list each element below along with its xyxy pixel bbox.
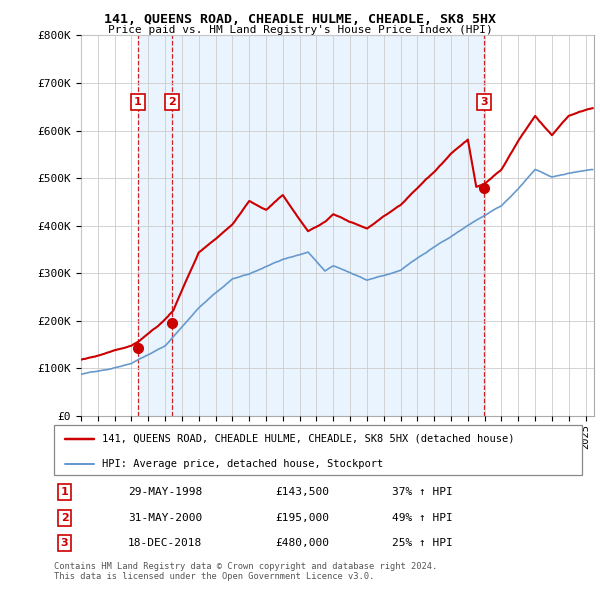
- Text: 37% ↑ HPI: 37% ↑ HPI: [392, 487, 452, 497]
- Text: £143,500: £143,500: [276, 487, 330, 497]
- Text: 141, QUEENS ROAD, CHEADLE HULME, CHEADLE, SK8 5HX: 141, QUEENS ROAD, CHEADLE HULME, CHEADLE…: [104, 13, 496, 26]
- Text: 2: 2: [61, 513, 68, 523]
- Text: 141, QUEENS ROAD, CHEADLE HULME, CHEADLE, SK8 5HX (detached house): 141, QUEENS ROAD, CHEADLE HULME, CHEADLE…: [101, 434, 514, 444]
- Text: Price paid vs. HM Land Registry's House Price Index (HPI): Price paid vs. HM Land Registry's House …: [107, 25, 493, 35]
- Text: 2: 2: [168, 97, 176, 107]
- Text: 1: 1: [61, 487, 68, 497]
- Text: 3: 3: [480, 97, 488, 107]
- Text: £480,000: £480,000: [276, 538, 330, 548]
- FancyBboxPatch shape: [54, 425, 582, 475]
- Text: 18-DEC-2018: 18-DEC-2018: [128, 538, 202, 548]
- Text: £195,000: £195,000: [276, 513, 330, 523]
- Text: 3: 3: [61, 538, 68, 548]
- Text: HPI: Average price, detached house, Stockport: HPI: Average price, detached house, Stoc…: [101, 459, 383, 469]
- Text: 29-MAY-1998: 29-MAY-1998: [128, 487, 202, 497]
- Text: 25% ↑ HPI: 25% ↑ HPI: [392, 538, 452, 548]
- Text: 49% ↑ HPI: 49% ↑ HPI: [392, 513, 452, 523]
- Text: Contains HM Land Registry data © Crown copyright and database right 2024.
This d: Contains HM Land Registry data © Crown c…: [54, 562, 437, 581]
- Bar: [138, 35, 172, 416]
- Bar: [172, 35, 484, 416]
- Text: 1: 1: [134, 97, 142, 107]
- Text: 31-MAY-2000: 31-MAY-2000: [128, 513, 202, 523]
